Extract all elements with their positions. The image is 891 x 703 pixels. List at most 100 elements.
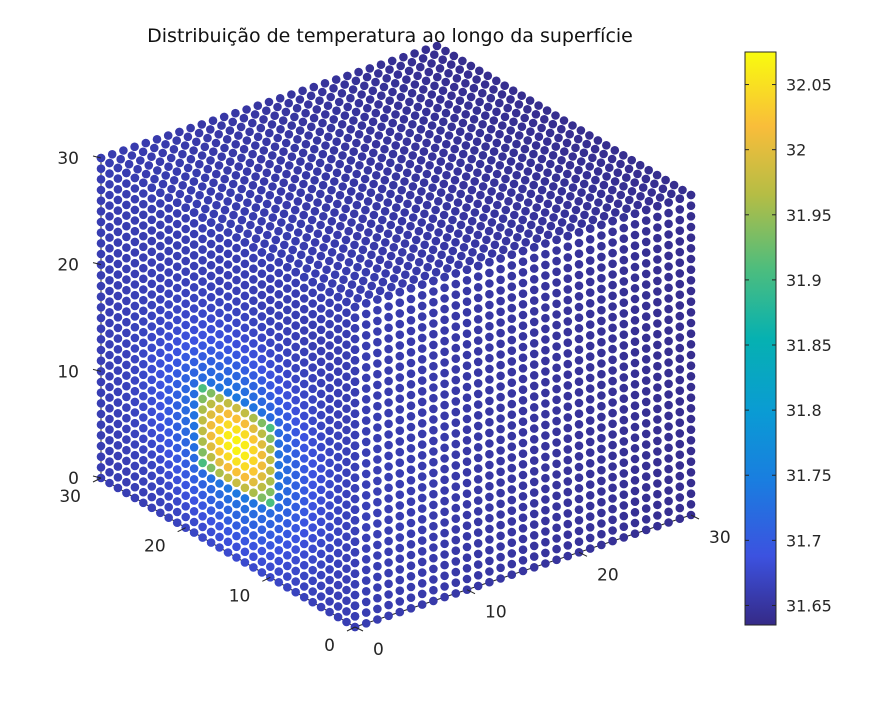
data-point (380, 175, 390, 185)
data-point (342, 393, 351, 403)
data-point (316, 410, 326, 420)
data-point (608, 280, 617, 290)
data-point (417, 536, 427, 545)
data-point (385, 127, 395, 137)
data-point (608, 504, 617, 514)
data-point (257, 472, 267, 481)
data-point (156, 305, 165, 315)
data-point (223, 537, 233, 547)
data-point (282, 231, 292, 241)
data-point (664, 336, 673, 346)
data-point (433, 134, 443, 144)
data-point (430, 112, 440, 122)
data-point (349, 116, 358, 125)
data-point (325, 597, 334, 606)
data-point (352, 138, 361, 148)
data-point (291, 342, 301, 352)
data-point (150, 174, 159, 184)
data-point (96, 345, 106, 355)
data-point (274, 514, 284, 523)
data-point (263, 230, 272, 240)
data-point (290, 143, 300, 153)
data-point (232, 446, 241, 456)
data-point (490, 209, 499, 218)
data-point (467, 123, 476, 133)
data-point (462, 489, 472, 499)
data-point (308, 288, 318, 298)
data-point (361, 448, 371, 457)
data-point (226, 188, 235, 197)
data-point (470, 177, 480, 186)
data-point (686, 457, 696, 467)
data-point (365, 95, 375, 104)
data-point (386, 251, 396, 261)
data-point (485, 428, 494, 438)
data-point (342, 607, 351, 616)
data-point (283, 551, 292, 560)
data-point (122, 435, 131, 444)
data-point (543, 137, 552, 146)
data-point (299, 315, 309, 325)
data-point (675, 461, 685, 470)
data-point (427, 121, 437, 130)
data-point (198, 320, 207, 329)
data-point (473, 315, 483, 324)
data-point (310, 176, 319, 185)
data-point (361, 608, 371, 617)
data-point (596, 189, 606, 199)
data-point (206, 292, 216, 302)
data-point (392, 203, 401, 212)
data-point (96, 281, 106, 291)
data-point (429, 511, 438, 520)
data-point (574, 228, 584, 237)
data-point (462, 510, 472, 520)
data-point (686, 372, 696, 381)
data-point (150, 143, 159, 153)
data-point (641, 504, 651, 513)
data-point (333, 431, 343, 441)
data-point (181, 416, 190, 426)
data-point (164, 162, 173, 171)
data-point (105, 340, 114, 349)
data-point (172, 198, 182, 207)
data-point (206, 314, 216, 323)
data-point (462, 203, 471, 212)
data-point (219, 112, 229, 122)
data-point (130, 482, 140, 492)
data-point (319, 274, 329, 283)
data-point (257, 418, 267, 428)
data-point (597, 369, 606, 379)
data-point (686, 436, 696, 445)
data-point (428, 183, 437, 192)
data-point (215, 329, 224, 339)
data-point (442, 233, 452, 242)
data-point (113, 174, 123, 183)
data-point (574, 302, 584, 312)
data-point (208, 116, 218, 125)
data-point (406, 380, 416, 389)
data-point (529, 541, 539, 551)
data-point (198, 245, 207, 254)
data-point (260, 208, 269, 217)
data-point (507, 506, 517, 515)
z-tick (92, 155, 102, 159)
data-point (280, 240, 289, 250)
data-point (283, 327, 292, 336)
data-point (429, 596, 438, 606)
data-point (458, 56, 467, 66)
data-point (139, 263, 148, 273)
data-point (257, 280, 267, 289)
data-point (574, 165, 583, 175)
data-point (361, 565, 371, 575)
data-point (469, 115, 479, 124)
data-point (198, 182, 207, 191)
data-point (597, 316, 606, 326)
data-point (186, 186, 196, 195)
data-point (96, 441, 106, 451)
data-point (507, 282, 517, 292)
data-point (139, 338, 148, 348)
data-point (113, 227, 123, 237)
data-point (265, 159, 274, 169)
data-point (139, 402, 148, 412)
data-point (266, 381, 275, 390)
